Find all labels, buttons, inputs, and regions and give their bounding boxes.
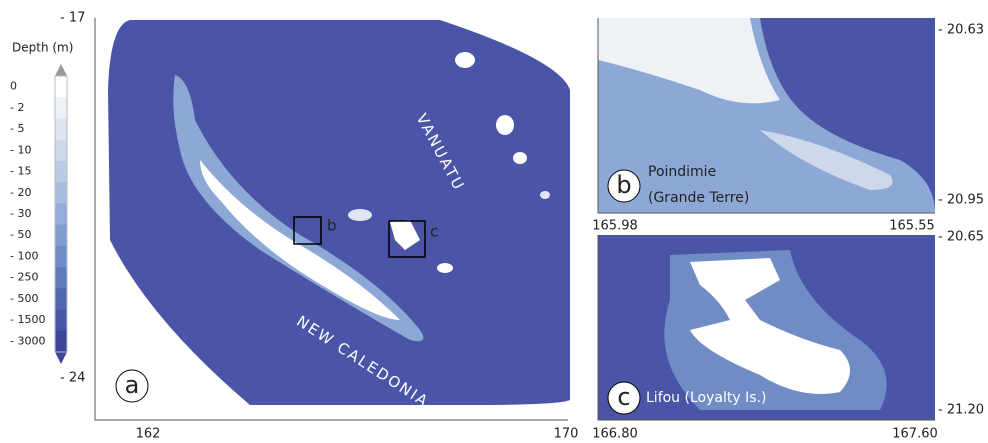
colorbar-label: - 5 — [10, 122, 24, 135]
legend-arrow-bottom — [55, 352, 67, 364]
colorbar-label: - 250 — [10, 271, 38, 284]
colorbar-step — [55, 161, 67, 183]
tick-label: 162 — [136, 427, 161, 442]
tick-label: - 20.65 — [938, 230, 984, 245]
colorbar-label: - 3000 — [10, 334, 45, 347]
place-label: Poindimie — [648, 164, 716, 180]
tick-label: 167.60 — [892, 427, 938, 442]
figure: Depth (m) 0 - 2 - 5 - 10 - 15 - 20 - 30 - 50 - 1… — [0, 0, 988, 443]
tick-label: - 17 — [60, 11, 85, 26]
legend-arrow-top — [55, 64, 67, 76]
island — [455, 52, 475, 68]
colorbar-label: - 20 — [10, 186, 31, 199]
colorbar-label: - 30 — [10, 207, 31, 220]
panel-a: - 17 - 24 162 170 VANUATU NEW CALEDONIA … — [60, 11, 578, 442]
panel-letter: c — [617, 383, 630, 411]
panel-c: - 20.65 - 21.20 166.80 167.60 Lifou (Loy… — [592, 230, 984, 442]
island — [437, 263, 453, 273]
colorbar-step — [55, 288, 67, 310]
colorbar-step — [55, 246, 67, 268]
inset-label: c — [430, 223, 438, 241]
colorbar-step — [55, 331, 67, 353]
colorbar-label: - 10 — [10, 143, 31, 156]
place-label: (Grande Terre) — [648, 190, 749, 206]
colorbar-step — [55, 203, 67, 225]
colorbar-label: - 2 — [10, 101, 24, 114]
colorbar-label: - 100 — [10, 249, 38, 262]
colorbar-step — [55, 97, 67, 119]
tick-label: 165.98 — [592, 219, 638, 234]
island — [496, 115, 514, 135]
tick-label: 165.55 — [889, 219, 935, 234]
tick-label: - 20.95 — [938, 193, 984, 208]
tick-label: 166.80 — [592, 427, 638, 442]
island — [348, 209, 372, 221]
colorbar-step — [55, 140, 67, 162]
tick-label: 170 — [554, 427, 579, 442]
place-label: Lifou (Loyalty Is.) — [646, 390, 766, 406]
panel-b: - 20.63 - 20.95 165.98 165.55 Poindimie … — [592, 18, 984, 234]
colorbar-step — [55, 182, 67, 204]
colorbar-label: 0 — [10, 80, 17, 93]
colorbar-step — [55, 225, 67, 247]
colorbar-step — [55, 267, 67, 289]
tick-label: - 20.63 — [938, 23, 984, 38]
panel-letter: a — [125, 371, 140, 399]
colorbar-label: - 500 — [10, 292, 38, 305]
colorbar-label: - 50 — [10, 228, 31, 241]
tick-label: - 24 — [60, 371, 85, 386]
panel-letter: b — [616, 171, 631, 199]
island — [513, 152, 527, 164]
colorbar-step — [55, 118, 67, 140]
legend-title: Depth (m) — [12, 41, 73, 55]
inset-label: b — [327, 217, 337, 235]
island — [540, 191, 550, 199]
colorbar: 0 - 2 - 5 - 10 - 15 - 20 - 30 - 50 - 100 - 250 - 5… — [10, 76, 67, 353]
colorbar-step — [55, 76, 67, 98]
colorbar-label: - 1500 — [10, 313, 45, 326]
colorbar-step — [55, 310, 67, 332]
colorbar-label: - 15 — [10, 165, 31, 178]
tick-label: - 21.20 — [938, 403, 984, 418]
